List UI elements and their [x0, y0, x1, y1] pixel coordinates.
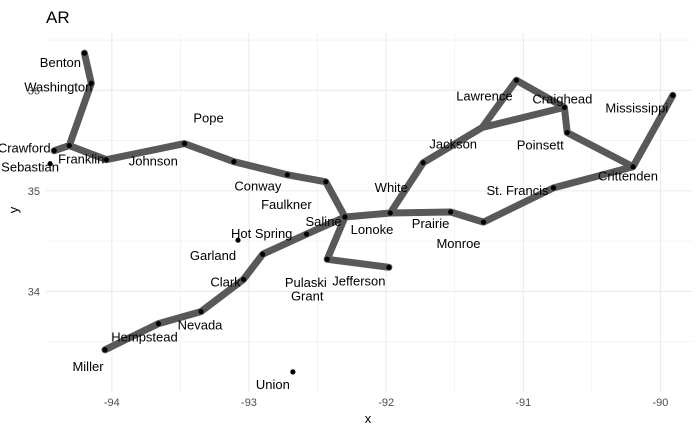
- data-point: [564, 129, 570, 136]
- data-point: [88, 80, 94, 86]
- x-tick-label: -93: [241, 397, 257, 409]
- point-label: Miller: [72, 359, 104, 374]
- y-tick-label: 36: [28, 85, 40, 97]
- data-point: [240, 276, 247, 282]
- data-point: [284, 172, 290, 178]
- data-point: [181, 141, 188, 147]
- point-label: Sebastian: [1, 160, 59, 175]
- point-label: Prairie: [412, 216, 450, 231]
- data-point: [387, 210, 393, 216]
- x-tick-label: -94: [104, 397, 120, 409]
- point-label: Franklin: [58, 152, 104, 167]
- data-point: [342, 214, 348, 220]
- data-point: [303, 231, 310, 237]
- point-label: Hempstead: [111, 330, 177, 345]
- labels-layer: Benton Washington Crawford SebastianFrankli…: [0, 55, 668, 392]
- point-label: Pulaski: [285, 275, 327, 290]
- ticks-layer: -94 -93 -92 -91 -90 34 35 36: [28, 85, 669, 409]
- point-label: Poinsett: [517, 138, 564, 153]
- point-label: Conway: [234, 179, 281, 194]
- point-label: Saline: [306, 214, 342, 229]
- point-label: Benton: [40, 55, 81, 70]
- data-point: [324, 256, 330, 262]
- data-point: [448, 209, 454, 215]
- data-point: [231, 159, 237, 165]
- y-tick-label: 35: [28, 186, 40, 198]
- point-label: Johnson: [129, 154, 178, 169]
- data-point: [480, 219, 487, 225]
- point-label: Crittenden: [598, 169, 658, 184]
- point-label: Jackson: [429, 137, 477, 152]
- point-label: Mississippi: [605, 100, 668, 115]
- point-label: Hot Spring: [231, 226, 292, 241]
- point-label: Lawrence: [456, 88, 512, 103]
- point-label: Grant: [291, 288, 324, 303]
- x-tick-label: -90: [653, 397, 669, 409]
- point-label: St. Francis: [486, 183, 549, 198]
- y-axis-title: y: [6, 206, 21, 213]
- point-label: Union: [256, 377, 290, 392]
- data-point: [235, 237, 241, 243]
- x-tick-label: -91: [515, 397, 531, 409]
- data-point: [155, 321, 162, 327]
- x-tick-label: -92: [378, 397, 394, 409]
- data-point: [420, 160, 426, 166]
- point-label: Faulkner: [261, 197, 312, 212]
- data-point: [630, 164, 636, 170]
- data-point: [323, 179, 329, 185]
- data-point: [66, 143, 72, 149]
- y-tick-label: 34: [28, 286, 40, 298]
- data-point: [103, 157, 109, 163]
- point-label: Clark: [210, 274, 241, 289]
- point-label: Jefferson: [332, 273, 385, 288]
- data-point: [550, 185, 557, 191]
- point-label: Garland: [190, 248, 236, 263]
- data-point: [290, 369, 296, 375]
- chart-title: AR: [46, 8, 70, 27]
- data-point: [81, 50, 88, 56]
- data-point: [260, 251, 266, 257]
- data-point: [513, 77, 520, 83]
- data-point: [198, 308, 204, 315]
- x-axis-title: x: [365, 411, 372, 426]
- point-label: Lonoke: [351, 222, 394, 237]
- point-label: Crawford: [0, 141, 51, 156]
- data-point: [561, 104, 568, 111]
- point-label: Nevada: [178, 318, 224, 333]
- point-label: Craighead: [532, 91, 592, 106]
- point-label: Monroe: [436, 236, 480, 251]
- data-point: [47, 161, 53, 167]
- data-point: [102, 347, 108, 353]
- points-layer: [47, 50, 676, 375]
- data-point: [670, 92, 676, 98]
- data-point: [51, 148, 57, 154]
- point-label: Pope: [193, 111, 223, 126]
- data-point: [386, 264, 392, 270]
- point-label: White: [375, 180, 408, 195]
- point-label: Washington: [24, 79, 92, 94]
